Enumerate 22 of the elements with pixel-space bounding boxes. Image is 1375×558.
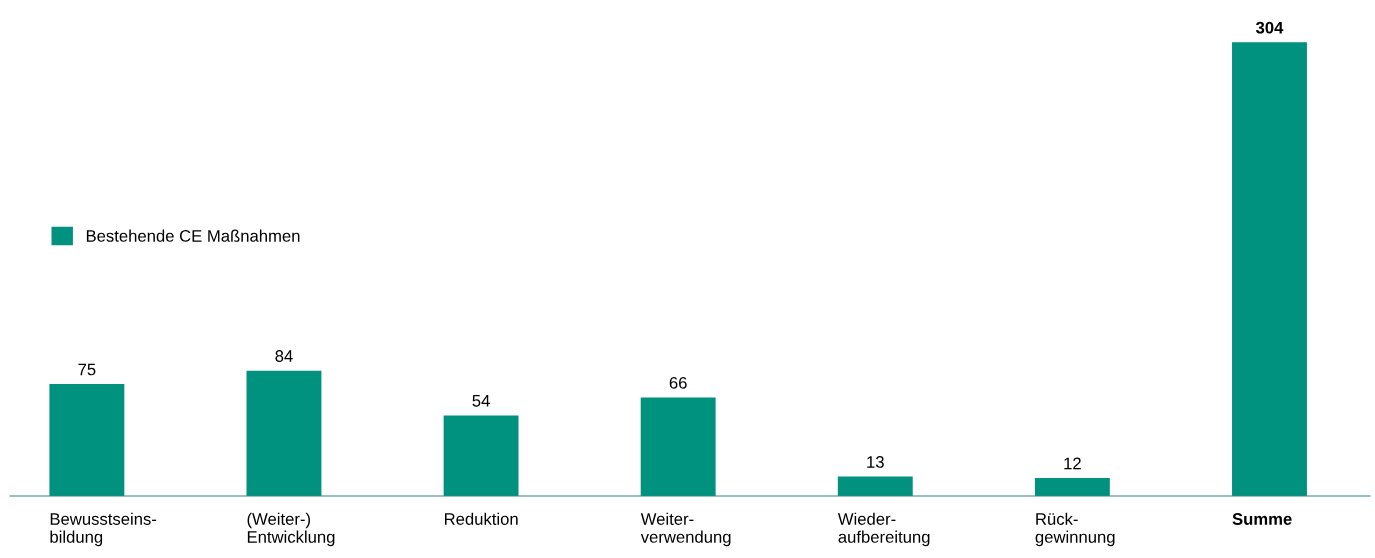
data-label: 84 [275, 350, 293, 362]
data-label: 54 [472, 395, 490, 407]
x-tick-label: Reduktion [444, 512, 518, 525]
x-tick-label: Wieder- aufbereitung [837, 512, 930, 547]
x-tick-label: Rück- gewinnung [1035, 512, 1115, 547]
x-tick-label: Summe [1232, 513, 1292, 525]
x-tick-label: (Weiter-) Entwicklung [247, 512, 335, 547]
data-label: 66 [669, 376, 687, 389]
data-label: 12 [1064, 457, 1081, 470]
bar [246, 370, 322, 496]
legend-label: Bestehende CE Maßnahmen [86, 229, 300, 242]
bar [837, 476, 913, 496]
bar [49, 384, 125, 496]
bar [443, 415, 519, 496]
x-tick-label: Bewusstseins- bildung [50, 512, 157, 547]
data-label: 75 [78, 363, 96, 376]
bar [1232, 42, 1307, 496]
data-label: 304 [1255, 21, 1284, 34]
bar [1034, 478, 1110, 496]
data-label: 13 [867, 456, 884, 468]
x-tick-label: Weiter- verwendung [640, 512, 731, 547]
bar [640, 397, 716, 496]
